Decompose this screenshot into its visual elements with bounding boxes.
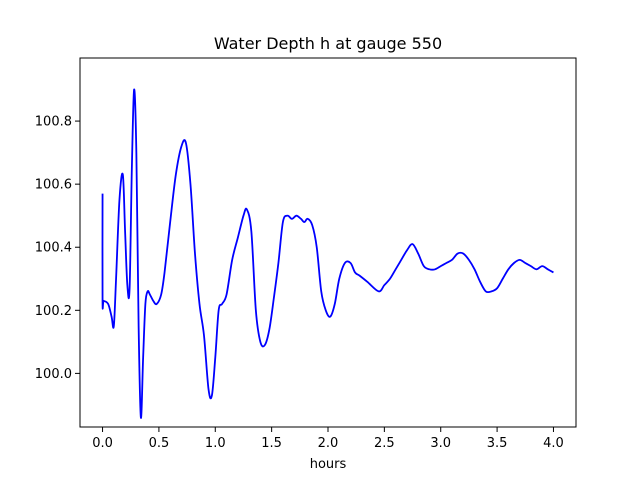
y-tick-label: 100.0	[35, 367, 72, 382]
x-tick-label: 3.0	[430, 436, 451, 451]
x-tick-label: 1.0	[205, 436, 226, 451]
x-axis: 0.0 0.5 1.0 1.5 2.0 2.5 3.0 3.5 4.0	[92, 427, 564, 451]
series-line	[101, 88, 554, 419]
x-tick-label: 0.5	[149, 436, 170, 451]
x-tick-label: 4.0	[543, 436, 564, 451]
chart-title: Water Depth h at gauge 550	[214, 34, 442, 53]
x-tick-label: 1.5	[261, 436, 282, 451]
x-tick-label: 2.0	[318, 436, 339, 451]
x-tick-label: 3.5	[487, 436, 508, 451]
y-tick-label: 100.4	[35, 241, 72, 256]
x-axis-label: hours	[310, 457, 347, 472]
x-tick-label: 2.5	[374, 436, 395, 451]
y-tick-label: 100.2	[35, 304, 72, 319]
plot-area	[101, 88, 554, 419]
y-tick-label: 100.8	[35, 115, 72, 130]
y-axis: 100.0 100.2 100.4 100.6 100.8	[35, 115, 80, 382]
y-tick-label: 100.6	[35, 178, 72, 193]
x-tick-label: 0.0	[92, 436, 113, 451]
